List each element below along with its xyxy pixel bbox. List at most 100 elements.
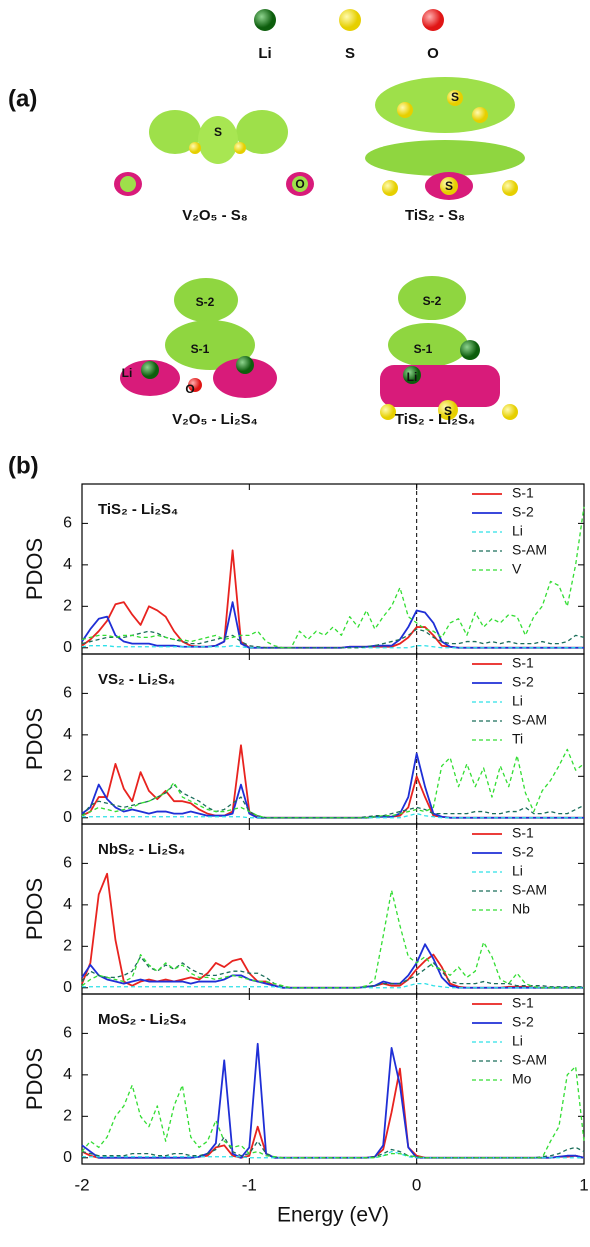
legend-label: Mo <box>512 1071 532 1087</box>
legend-label: Li <box>512 693 523 709</box>
legend-label: Nb <box>512 901 530 917</box>
chart-title: MoS₂ - Li₂S₄ <box>98 1011 187 1028</box>
y-tick-label: 0 <box>63 809 72 826</box>
x-tick-label: -1 <box>242 1175 257 1194</box>
x-tick-label: -2 <box>74 1175 89 1194</box>
plot: 0 2 4 6 S-1 S-2 Li S-AM Ti VS₂ - Li₂S₄ PDOS <box>22 653 585 826</box>
atom <box>382 180 398 196</box>
series-line <box>81 956 584 989</box>
series-line <box>81 748 585 819</box>
isosurface <box>380 365 500 407</box>
structure-caption: V₂O₅ - S₈ <box>182 207 248 224</box>
atom-icon <box>422 9 444 31</box>
plot: 0 2 4 6 -2 -1 0 1 S-1 S-2 Li S-AM Mo MoS₂ - Li₂S₄ PDOS… <box>22 993 589 1227</box>
structure-caption: TiS₂ - Li₂S₄ <box>395 411 475 428</box>
series-line <box>81 506 585 649</box>
atom-label: S-1 <box>414 342 433 356</box>
isosurface <box>398 276 466 320</box>
legend-label: Ti <box>512 731 523 747</box>
series-line <box>81 601 584 649</box>
atom-legend: Li S O <box>254 9 444 62</box>
chart-title: VS₂ - Li₂S₄ <box>98 671 175 688</box>
legend-label: Li <box>512 523 523 539</box>
legend-label: S-2 <box>512 1014 534 1030</box>
y-tick-label: 4 <box>63 556 72 573</box>
atom <box>403 366 421 384</box>
series-line <box>81 889 584 989</box>
atom <box>460 340 480 360</box>
y-tick-label: 2 <box>63 768 72 785</box>
atom <box>189 142 201 154</box>
atom-name: O <box>427 45 439 62</box>
legend-label: S-1 <box>512 825 534 841</box>
isosurface <box>149 110 201 154</box>
legend-label: V <box>512 561 522 577</box>
chart-title: TiS₂ - Li₂S₄ <box>98 501 178 518</box>
isosurface <box>120 176 136 192</box>
atom <box>188 378 202 392</box>
structure-image: S O V₂O₅ - S₈ <box>114 110 314 224</box>
atom <box>472 107 488 123</box>
atom-label: Li <box>122 366 133 380</box>
legend-label: Li <box>512 863 523 879</box>
atom <box>234 142 246 154</box>
atom <box>502 180 518 196</box>
atom-label: S-1 <box>191 342 210 356</box>
atom <box>438 400 458 420</box>
legend-label: S-1 <box>512 485 534 501</box>
atom <box>397 102 413 118</box>
atom-label: Li <box>407 370 418 384</box>
legend-label: S-2 <box>512 674 534 690</box>
atom-label: S <box>444 404 452 418</box>
atom <box>141 361 159 379</box>
atom-icon <box>254 9 276 31</box>
chart-title: NbS₂ - Li₂S₄ <box>98 841 185 858</box>
isosurface <box>375 77 515 133</box>
series-line <box>81 1067 585 1159</box>
y-tick-label: 0 <box>63 639 72 656</box>
structure-image: S-2 S-1 Li S TiS₂ - Li₂S₄ <box>380 276 518 428</box>
y-tick-label: 4 <box>63 896 72 913</box>
series-line <box>81 1136 585 1159</box>
atom-label: S-2 <box>423 294 442 308</box>
atom <box>502 404 518 420</box>
plot: 0 2 4 6 S-1 S-2 Li S-AM V TiS₂ - Li₂S₄ PDOS <box>22 483 585 656</box>
isosurface <box>213 358 277 398</box>
y-axis-label: PDOS <box>22 878 47 940</box>
y-tick-label: 4 <box>63 726 72 743</box>
panel-label: (b) <box>8 452 39 479</box>
legend-label: S-AM <box>512 542 547 558</box>
y-tick-label: 2 <box>63 598 72 615</box>
series-line <box>81 1065 585 1159</box>
atom <box>236 356 254 374</box>
structure-caption: TiS₂ - S₈ <box>405 207 465 224</box>
legend-label: S-1 <box>512 995 534 1011</box>
isosurface <box>174 278 238 322</box>
y-tick-label: 2 <box>63 1108 72 1125</box>
y-tick-label: 6 <box>63 855 72 872</box>
atom <box>447 90 463 106</box>
isosurface <box>292 176 308 192</box>
atom-label: S <box>445 179 453 193</box>
plot-frame <box>81 993 585 1165</box>
x-axis-label: Energy (eV) <box>277 1204 389 1227</box>
series-line <box>81 1042 585 1159</box>
y-tick-label: 0 <box>63 1149 72 1166</box>
plot: 0 2 4 6 S-1 S-2 Li S-AM Nb NbS₂ - Li₂S₄ PDOS <box>22 823 585 996</box>
x-tick-label: 0 <box>412 1175 421 1194</box>
atom-icon <box>339 9 361 31</box>
series-line <box>81 744 584 819</box>
atom-name: Li <box>258 45 271 62</box>
legend-label: S-2 <box>512 504 534 520</box>
legend-label: Li <box>512 1033 523 1049</box>
isosurface <box>165 320 255 370</box>
isosurface <box>236 110 288 154</box>
y-tick-label: 6 <box>63 685 72 702</box>
legend-label: S-1 <box>512 655 534 671</box>
series-line <box>81 943 584 989</box>
legend-label: S-AM <box>512 1052 547 1068</box>
atom-label: O <box>295 177 304 191</box>
series-line <box>81 783 585 819</box>
y-tick-label: 0 <box>63 979 72 996</box>
isosurface <box>198 116 238 164</box>
